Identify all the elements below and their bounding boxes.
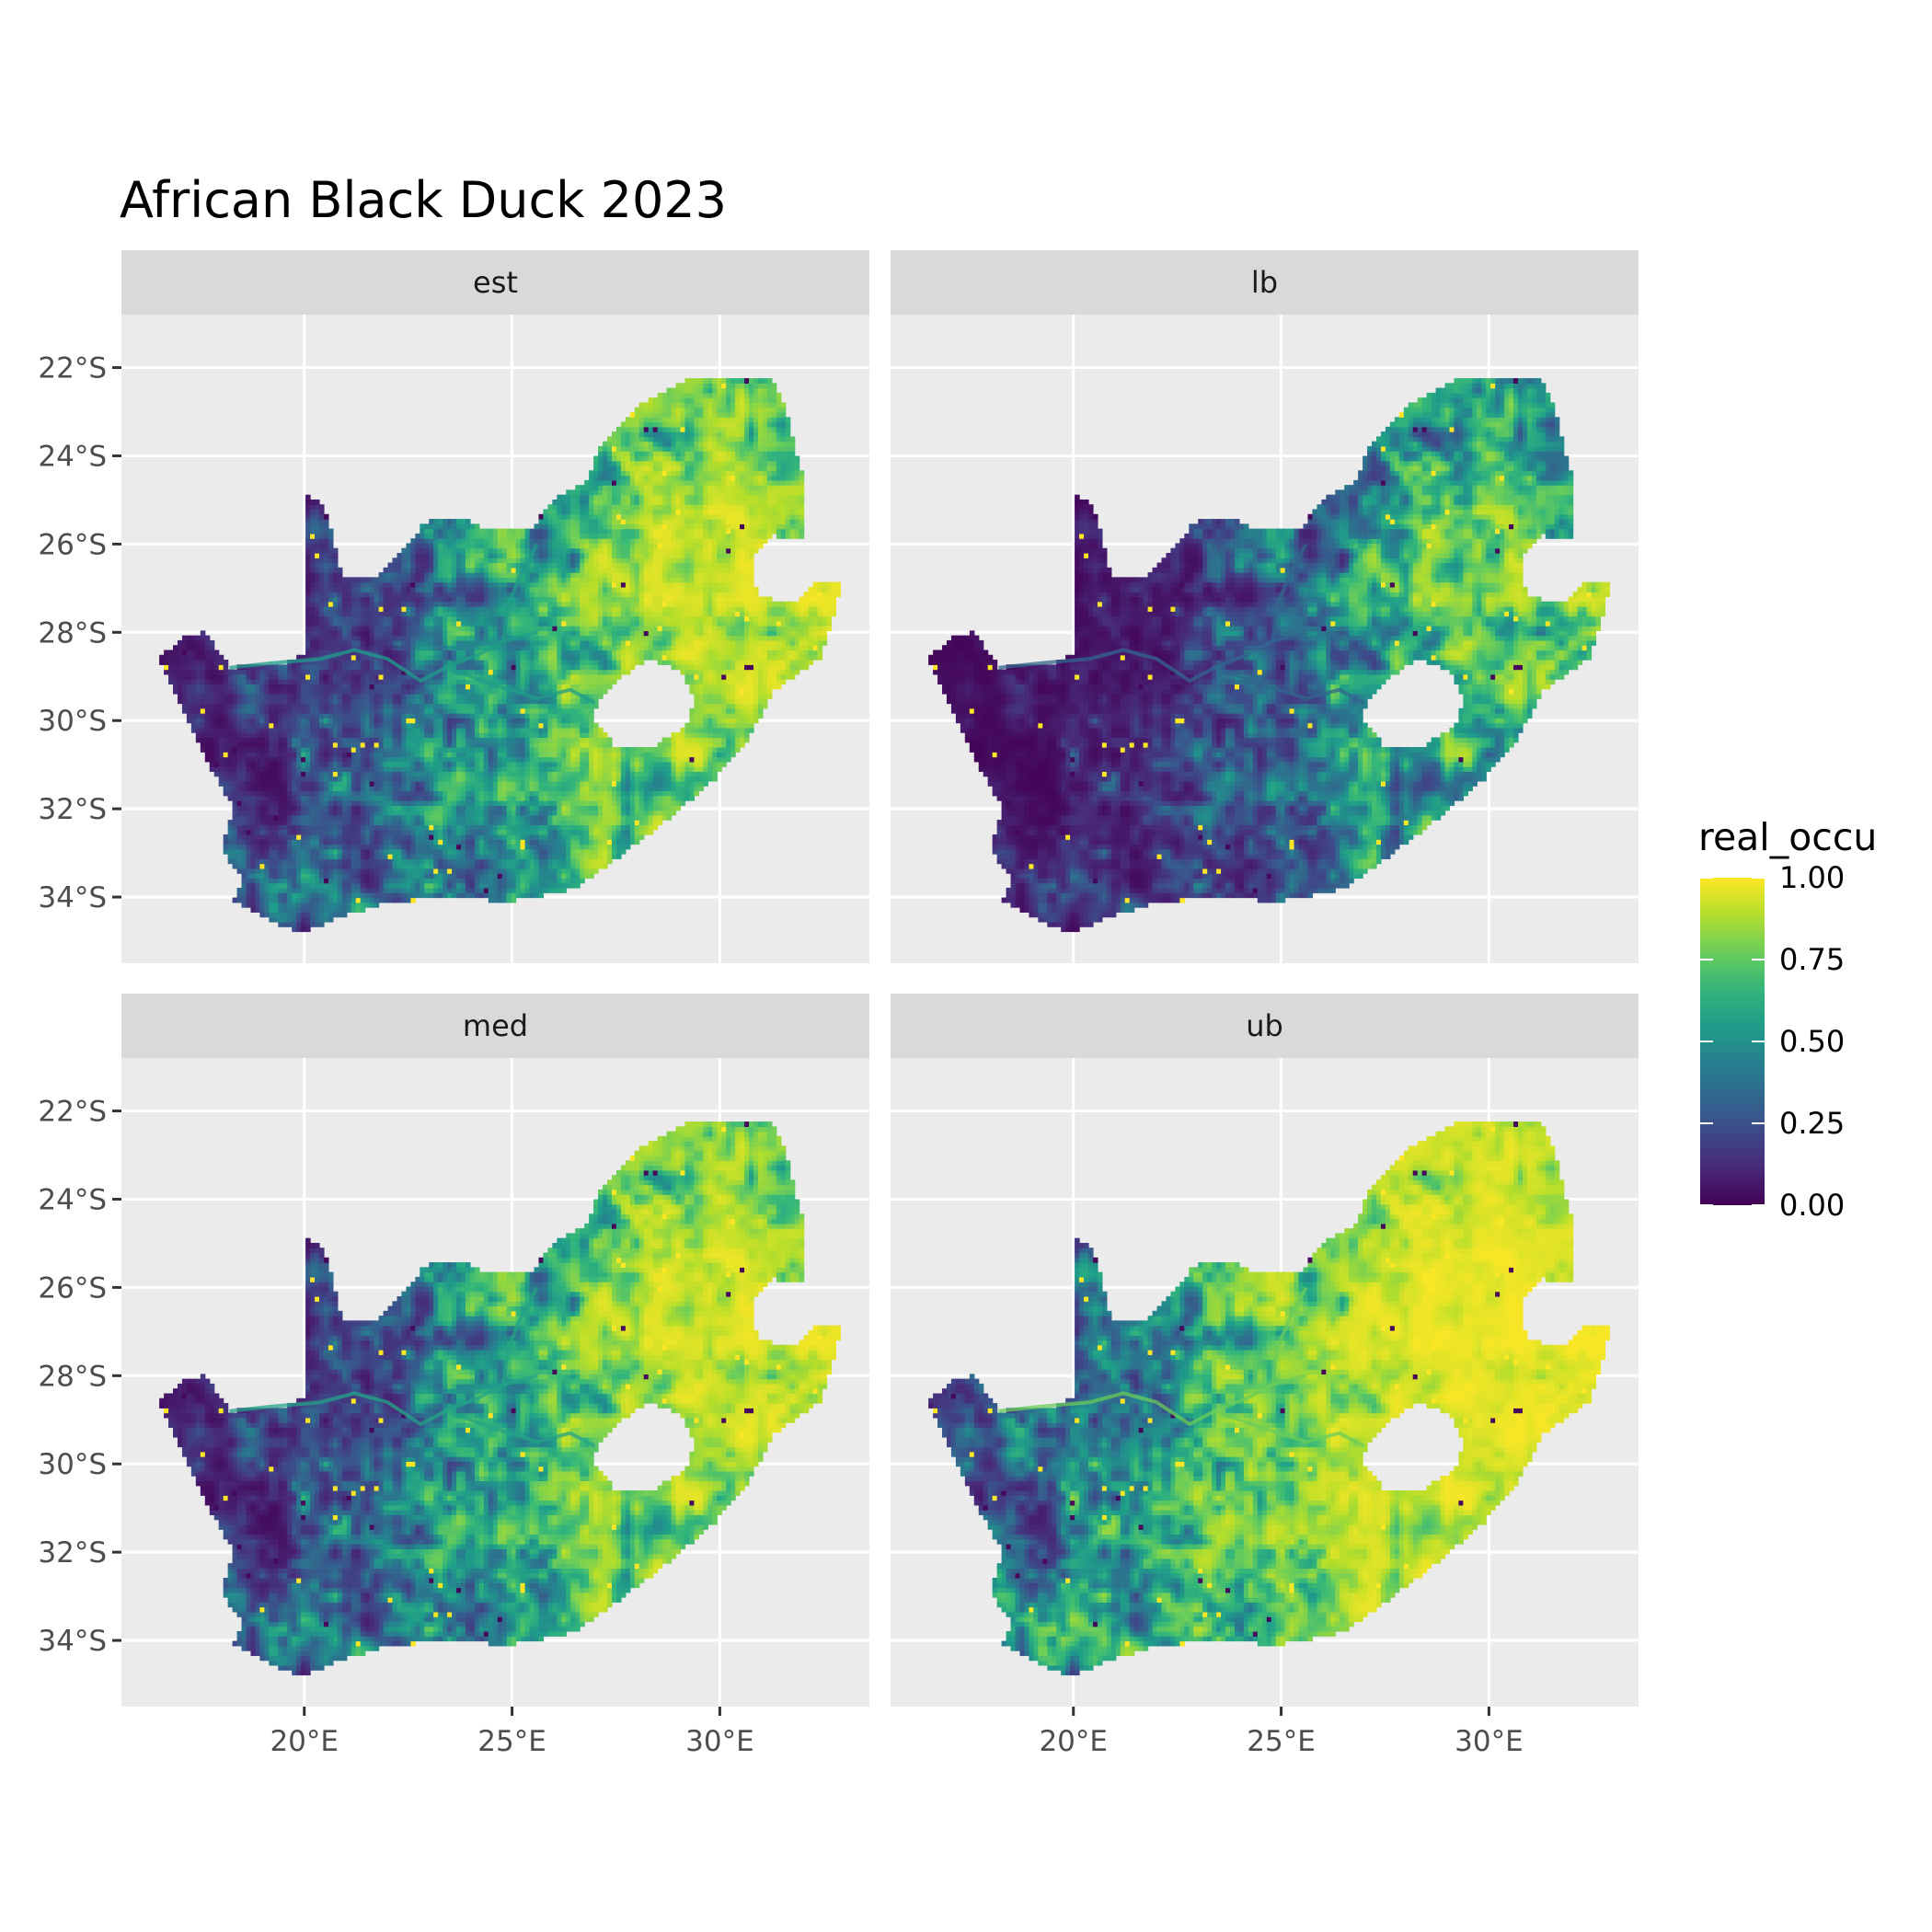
y-tick-label: 26°S: [38, 1271, 107, 1305]
chart-title: African Black Duck 2023: [120, 171, 727, 229]
y-tick-label: 26°S: [38, 528, 107, 561]
facet-strip: [891, 250, 1639, 315]
facet-label: lb: [1251, 265, 1278, 300]
panel-body: 22°S 24°S 26°S 28°S 30°S 32°S 34°S 20°E 25°E 30°E: [38, 1058, 869, 1758]
river-line: [501, 543, 539, 642]
y-tick-label: 24°S: [38, 1183, 107, 1216]
river-line: [444, 665, 596, 705]
y-tick-label: 28°S: [38, 616, 107, 650]
panel-med: med 22°S 24°S 26°S 28°S 30°S 32°S 34°S 20°E 25°E 3…: [38, 994, 869, 1758]
facet-panels: est 22°S 24°S 26°S 28°S 30°S 32°S 34°S lb med 22°S…: [38, 250, 1639, 1758]
river-line: [444, 1409, 596, 1448]
facet-label: med: [463, 1008, 528, 1043]
legend-tick-label: 0.75: [1779, 942, 1845, 977]
y-tick-label: 34°S: [38, 1625, 107, 1658]
y-tick-label: 22°S: [38, 352, 107, 385]
facet-label: est: [473, 265, 518, 300]
y-tick-label: 30°S: [38, 705, 107, 738]
x-tick-label: 25°E: [477, 1725, 546, 1758]
river-line: [229, 1374, 538, 1427]
y-tick-label: 24°S: [38, 440, 107, 473]
x-tick-label: 30°E: [1455, 1725, 1524, 1758]
y-tick-label: 30°S: [38, 1448, 107, 1481]
x-tick-label: 20°E: [1039, 1725, 1108, 1758]
legend-tick-label: 0.00: [1779, 1188, 1845, 1223]
river-line: [1213, 1409, 1365, 1448]
facet-strip: [891, 994, 1639, 1058]
y-tick-label: 32°S: [38, 793, 107, 826]
y-tick-label: 28°S: [38, 1360, 107, 1393]
panel-body: 20°E 25°E 30°E: [891, 1058, 1639, 1758]
facet-label: ub: [1246, 1008, 1283, 1043]
y-tick-label: 22°S: [38, 1096, 107, 1129]
occupancy-raster: [159, 1121, 841, 1676]
river-line: [1271, 543, 1308, 642]
legend-tick-label: 1.00: [1779, 860, 1845, 895]
x-tick-label: 20°E: [270, 1725, 339, 1758]
x-tick-label: 25°E: [1247, 1725, 1316, 1758]
facet-strip: [121, 994, 869, 1058]
legend-tick-label: 0.50: [1779, 1024, 1845, 1059]
river-line: [1213, 665, 1365, 705]
x-tick-label: 30°E: [685, 1725, 754, 1758]
occupancy-raster: [159, 378, 841, 933]
river-line: [998, 1374, 1307, 1427]
y-tick-label: 34°S: [38, 881, 107, 914]
facet-strip: [121, 250, 869, 315]
occupancy-raster: [928, 1121, 1610, 1676]
panel-body: [891, 315, 1639, 963]
river-line: [229, 630, 538, 684]
panel-ub: ub 20°E 25°E 30°E: [891, 994, 1639, 1758]
legend-title: real_occu: [1698, 815, 1877, 859]
legend-tick-label: 0.25: [1779, 1106, 1845, 1141]
panel-est: est 22°S 24°S 26°S 28°S 30°S 32°S 34°S: [38, 250, 869, 963]
river-line: [501, 1286, 539, 1386]
panel-lb: lb: [891, 250, 1639, 963]
y-tick-label: 32°S: [38, 1536, 107, 1570]
panel-body: 22°S 24°S 26°S 28°S 30°S 32°S 34°S: [38, 315, 869, 963]
occupancy-raster: [928, 378, 1610, 933]
river-line: [998, 630, 1307, 684]
river-line: [1271, 1286, 1308, 1386]
